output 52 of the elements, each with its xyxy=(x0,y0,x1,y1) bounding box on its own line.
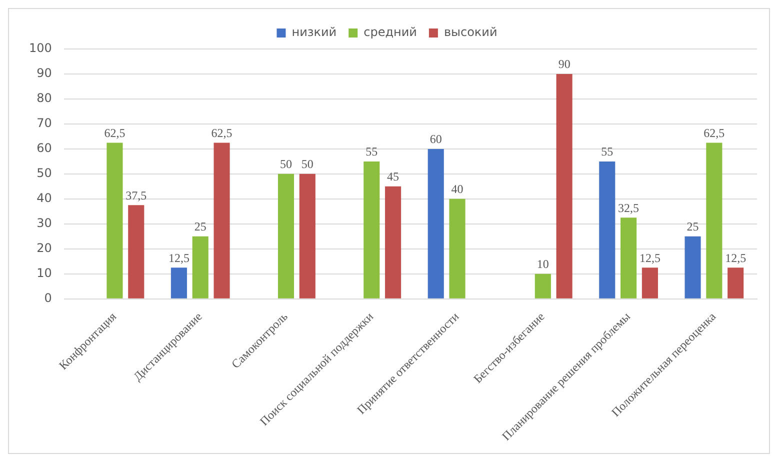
data-label: 62,5 xyxy=(211,126,232,140)
y-tick-label: 40 xyxy=(36,191,52,206)
bar xyxy=(214,142,230,298)
bar xyxy=(278,174,294,298)
bar xyxy=(364,161,380,298)
y-tick-label: 50 xyxy=(36,166,52,180)
bar xyxy=(642,268,658,298)
data-label: 40 xyxy=(451,182,464,196)
data-label: 32,5 xyxy=(618,200,640,215)
bar xyxy=(170,268,187,298)
bar xyxy=(684,236,701,298)
legend-label: средний xyxy=(364,25,417,40)
data-label: 60 xyxy=(430,132,442,146)
data-label: 50 xyxy=(280,157,292,172)
y-tick-label: 70 xyxy=(36,116,52,130)
y-tick-label: 0 xyxy=(44,291,52,305)
bar xyxy=(385,186,402,298)
bar xyxy=(428,148,444,298)
bar xyxy=(106,142,123,298)
data-label: 55 xyxy=(601,144,614,159)
y-tick-label: 60 xyxy=(36,141,52,156)
bar xyxy=(192,236,208,298)
bar xyxy=(449,198,466,298)
bar xyxy=(706,142,722,298)
y-tick-label: 90 xyxy=(36,66,52,80)
data-label: 90 xyxy=(558,57,570,72)
data-label: 62,5 xyxy=(104,126,126,140)
data-label: 25 xyxy=(686,220,699,234)
legend-label: высокий xyxy=(444,25,498,40)
data-label: 12,5 xyxy=(725,250,746,265)
bar xyxy=(128,205,144,298)
data-label: 50 xyxy=(301,157,314,172)
legend-label: низкий xyxy=(292,25,337,40)
data-label: 10 xyxy=(536,257,549,272)
data-label: 45 xyxy=(387,170,400,184)
data-label: 12,5 xyxy=(168,250,190,265)
y-tick-label: 30 xyxy=(36,216,52,230)
y-tick-label: 100 xyxy=(29,41,52,56)
data-label: 62,5 xyxy=(704,126,725,140)
bar xyxy=(299,174,316,298)
data-label: 37,5 xyxy=(126,188,147,202)
bar xyxy=(599,161,616,298)
y-tick-label: 10 xyxy=(36,266,52,280)
data-label: 55 xyxy=(366,144,378,159)
data-label: 25 xyxy=(194,220,206,234)
y-tick-label: 80 xyxy=(36,91,52,106)
bar xyxy=(728,268,744,298)
y-tick-label: 20 xyxy=(36,241,52,256)
bar xyxy=(620,218,637,298)
data-label: 12,5 xyxy=(639,250,660,265)
bar xyxy=(556,74,572,298)
bar xyxy=(534,274,551,298)
